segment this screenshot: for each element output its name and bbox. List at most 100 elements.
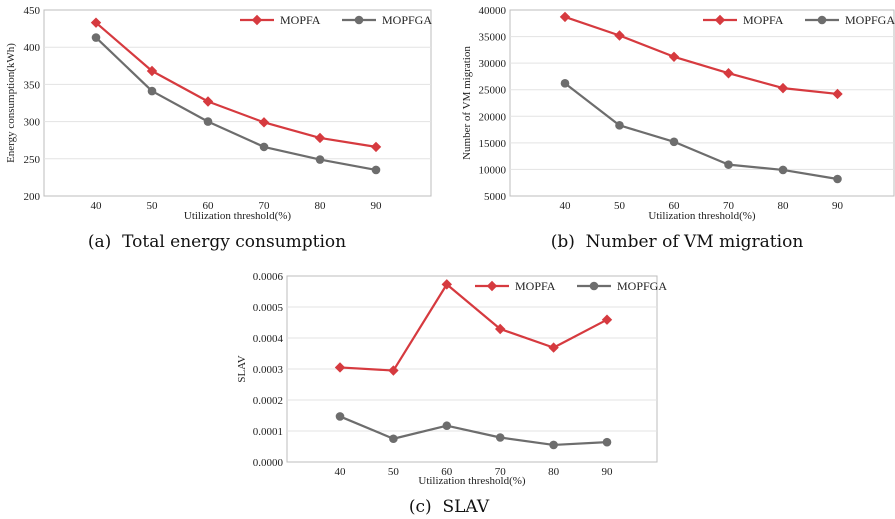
legend-label: MOPFGA	[617, 279, 667, 293]
y-tick-label: 40000	[479, 5, 507, 17]
x-tick-label: 40	[560, 200, 572, 212]
data-point	[371, 165, 381, 175]
data-point	[602, 437, 612, 447]
x-tick-label: 50	[147, 200, 159, 212]
legend-marker	[486, 280, 498, 292]
series-line	[564, 82, 838, 181]
legend-marker	[251, 14, 263, 26]
chart-c: 0.0000 0.0001 0.0002 0.0003 0.0004 0.0005 0.00…	[236, 271, 667, 517]
series-mopfga	[560, 79, 842, 184]
y-axis-label: Number of VM migration	[461, 46, 473, 160]
series-line	[339, 415, 608, 447]
legend-marker	[714, 14, 726, 26]
y-tick-label: 0.0003	[253, 364, 284, 376]
data-point	[146, 65, 158, 77]
x-tick-label: 90	[832, 200, 844, 212]
data-point	[441, 279, 452, 290]
y-tick-label: 200	[24, 191, 41, 203]
data-point	[203, 117, 213, 126]
y-tick-label: 0.0006	[253, 271, 284, 283]
data-point	[833, 174, 842, 184]
legend: MOPFA MOPFGA	[240, 13, 432, 27]
series-mopfga	[335, 412, 612, 450]
legend-label: MOPFA	[280, 13, 321, 27]
data-point	[91, 33, 101, 42]
chart-b: 5000 10000 15000 20000 25000 30000 35000 40000 4…	[461, 5, 895, 252]
data-point	[258, 117, 270, 128]
y-tick-label: 10000	[479, 164, 507, 176]
x-tick-label: 80	[315, 200, 327, 212]
legend-marker	[817, 15, 827, 25]
data-point	[335, 412, 345, 421]
data-point	[777, 82, 789, 94]
data-point	[314, 132, 326, 144]
data-point	[90, 17, 102, 28]
y-tick-label: 0.0005	[253, 302, 284, 314]
y-tick-label: 35000	[479, 32, 507, 44]
series-line	[339, 283, 608, 372]
y-tick-label: 400	[24, 42, 41, 54]
y-tick-label: 30000	[479, 58, 507, 70]
y-tick-label: 0.0001	[253, 426, 283, 438]
data-point	[147, 86, 157, 96]
x-tick-label: 40	[91, 200, 103, 212]
data-point	[724, 160, 733, 169]
x-tick-label: 70	[495, 466, 507, 478]
series-mopfa	[90, 17, 382, 153]
series-mopfga	[91, 33, 381, 175]
data-point	[668, 51, 680, 62]
x-tick-label: 40	[335, 466, 347, 478]
legend-label: MOPFA	[743, 13, 784, 27]
series-line	[95, 36, 377, 172]
x-tick-label: 50	[614, 200, 626, 212]
data-point	[614, 30, 625, 41]
x-axis-label: Utilization threshold(%)	[648, 210, 756, 222]
data-point	[259, 142, 269, 152]
y-tick-label: 0.0002	[253, 395, 283, 407]
data-point	[202, 96, 214, 107]
series-line	[95, 21, 377, 148]
x-tick-label: 70	[259, 200, 271, 212]
x-axis-label: Utilization threshold(%)	[184, 210, 292, 222]
y-tick-label: 25000	[479, 85, 507, 97]
data-point	[549, 440, 558, 450]
x-tick-label: 80	[778, 200, 790, 212]
y-tick-label: 450	[24, 5, 41, 17]
legend-marker	[589, 281, 599, 291]
legend: MOPFA MOPFGA	[475, 279, 667, 293]
x-tick-label: 90	[371, 200, 383, 212]
x-axis-label: Utilization threshold(%)	[418, 475, 526, 487]
y-tick-label: 15000	[479, 138, 507, 150]
legend-label: MOPFGA	[382, 13, 432, 27]
y-tick-label: 0.0000	[253, 457, 284, 469]
x-tick-label: 60	[441, 466, 453, 478]
data-point	[615, 121, 624, 130]
y-axis-label: Energy consumption(kWh)	[5, 43, 17, 163]
data-point	[601, 314, 613, 325]
x-tick-label: 70	[723, 200, 735, 212]
legend-marker	[354, 15, 364, 25]
data-point	[370, 141, 382, 153]
data-point	[389, 434, 398, 444]
y-tick-label: 20000	[479, 111, 507, 123]
data-point	[548, 342, 559, 353]
data-point	[315, 155, 325, 164]
data-point	[559, 11, 571, 23]
x-tick-label: 90	[602, 466, 614, 478]
y-tick-label: 300	[24, 117, 41, 129]
data-point	[388, 365, 399, 376]
y-tick-label: 250	[24, 154, 41, 166]
x-tick-label: 50	[388, 466, 400, 478]
data-point	[442, 421, 452, 431]
chart-caption: (b) Number of VM migration	[551, 232, 804, 252]
x-tick-label: 60	[203, 200, 215, 212]
y-tick-label: 5000	[484, 191, 507, 203]
data-point	[495, 433, 505, 442]
x-tick-label: 60	[669, 200, 681, 212]
data-point	[832, 88, 843, 100]
data-point	[495, 323, 506, 335]
chart-caption: (a) Total energy consumption	[88, 232, 346, 252]
legend: MOPFA MOPFGA	[703, 13, 895, 27]
chart-caption: (c) SLAV	[409, 497, 490, 517]
